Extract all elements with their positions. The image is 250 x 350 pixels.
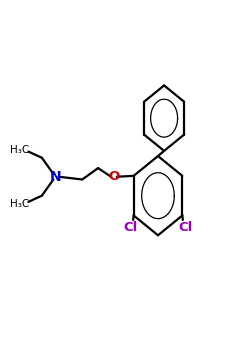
Text: O: O (108, 170, 120, 183)
Text: N: N (50, 170, 61, 184)
Text: Cl: Cl (178, 221, 192, 234)
Text: H₃C: H₃C (10, 145, 29, 155)
Text: H₃C: H₃C (10, 198, 29, 209)
Text: Cl: Cl (124, 221, 138, 234)
